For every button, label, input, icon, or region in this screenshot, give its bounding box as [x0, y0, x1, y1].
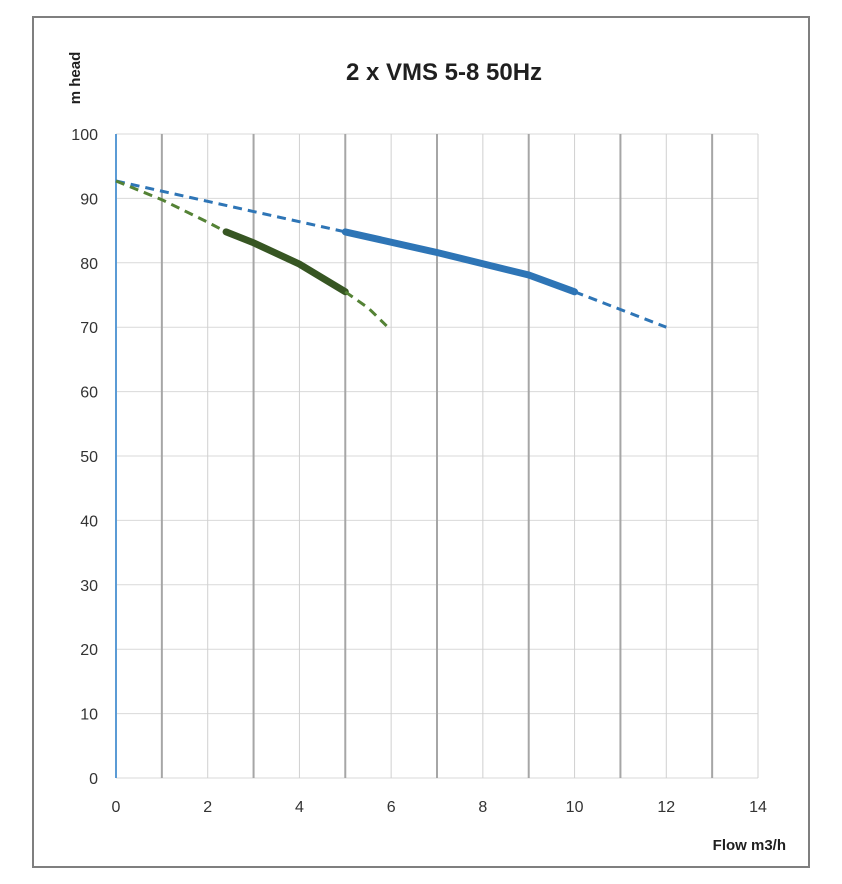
y-tick-label: 20	[80, 642, 98, 659]
x-tick-label: 0	[112, 799, 121, 816]
x-tick-label: 4	[295, 799, 304, 816]
series-line-1	[115, 179, 346, 234]
y-tick-label: 80	[80, 256, 98, 273]
chart-title: 2 x VMS 5-8 50Hz	[346, 59, 542, 86]
series-line-4	[115, 179, 227, 234]
y-tick-label: 40	[80, 513, 98, 530]
series-line-2	[341, 228, 579, 296]
tick-labels: 0 10 20 30 40 50 60 70 80 90 100 0 2 4 6 8 10 12 14	[71, 127, 767, 816]
y-tick-label: 100	[71, 127, 98, 144]
x-tick-label: 14	[749, 799, 767, 816]
x-tick-label: 2	[203, 799, 212, 816]
x-tick-label: 12	[657, 799, 675, 816]
x-axis-label: Flow m3/h	[713, 837, 786, 854]
series-line-6	[344, 290, 388, 327]
series-line-5	[222, 228, 349, 296]
y-tick-label: 30	[80, 578, 98, 595]
x-tick-label: 10	[566, 799, 584, 816]
y-tick-label: 70	[80, 320, 98, 337]
x-tick-label: 6	[387, 799, 396, 816]
grid	[116, 133, 759, 779]
series-layer	[115, 179, 667, 329]
y-tick-label: 60	[80, 385, 98, 402]
y-tick-label: 50	[80, 449, 98, 466]
y-axis-label: m head	[67, 52, 84, 105]
y-tick-label: 10	[80, 707, 98, 724]
series-line-3	[574, 290, 667, 329]
x-tick-label: 8	[478, 799, 487, 816]
y-tick-label: 90	[80, 191, 98, 208]
y-tick-label: 0	[89, 771, 98, 788]
